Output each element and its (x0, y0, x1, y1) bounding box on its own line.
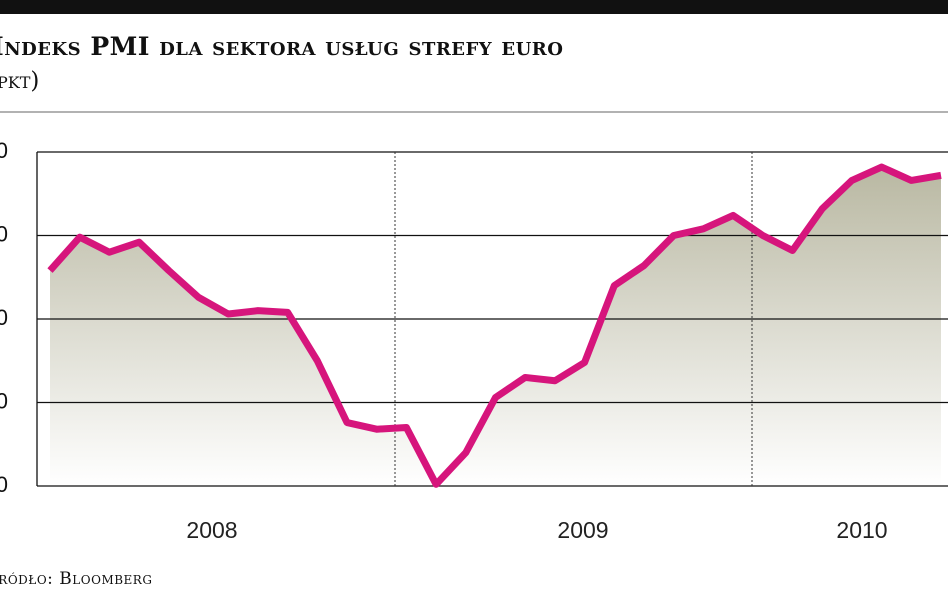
x-year-label: 2008 (186, 517, 237, 543)
area (50, 167, 941, 486)
top-bar (0, 0, 948, 14)
chart-subtitle: (pkt) (0, 68, 39, 94)
x-year-label: 2009 (557, 517, 608, 543)
line (47, 163, 942, 488)
chart-title: Indeks PMI dla sektora usług strefy euro (0, 32, 563, 61)
y-tick-label: 60,0 (0, 138, 8, 163)
x-year-label: 2010 (836, 517, 887, 543)
y-tick-label: 50,0 (0, 305, 8, 330)
y-tick-label: 45,0 (0, 388, 8, 413)
source: Źródło: Bloomberg (0, 568, 152, 589)
y-tick-label: 55,0 (0, 221, 8, 246)
y-tick-label: 40,0 (0, 472, 8, 497)
